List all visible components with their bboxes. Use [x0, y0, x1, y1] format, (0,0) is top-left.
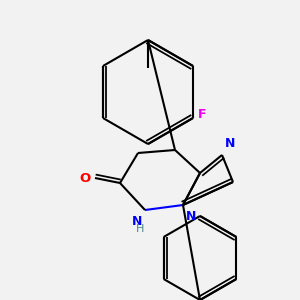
Text: N: N	[225, 137, 236, 150]
Text: H: H	[136, 224, 144, 234]
Text: F: F	[198, 109, 206, 122]
Text: N: N	[186, 210, 196, 223]
Text: O: O	[80, 172, 91, 184]
Text: N: N	[132, 215, 142, 228]
